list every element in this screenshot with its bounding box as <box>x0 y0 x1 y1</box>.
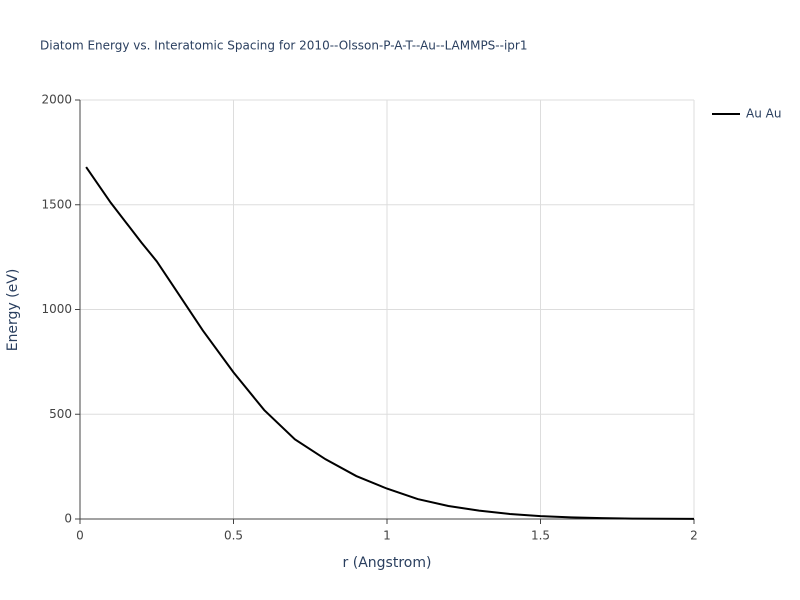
y-axis-title: Energy (eV) <box>5 269 21 352</box>
x-tick-label: 1.5 <box>531 529 550 543</box>
legend-label: Au Au <box>746 107 781 121</box>
x-tick-label: 2 <box>690 529 698 543</box>
y-tick-label: 1000 <box>41 302 72 316</box>
y-tick-label: 0 <box>64 512 72 526</box>
chart-title: Diatom Energy vs. Interatomic Spacing fo… <box>40 39 527 53</box>
data-line <box>85 166 695 520</box>
x-tick-label: 1 <box>383 529 391 543</box>
y-tick-label: 2000 <box>41 93 72 107</box>
x-tick-label: 0 <box>76 529 84 543</box>
y-tick-label: 500 <box>49 407 72 421</box>
x-tick-label: 0.5 <box>224 529 243 543</box>
y-tick-label: 1500 <box>41 197 72 211</box>
x-axis-title: r (Angstrom) <box>343 555 432 571</box>
